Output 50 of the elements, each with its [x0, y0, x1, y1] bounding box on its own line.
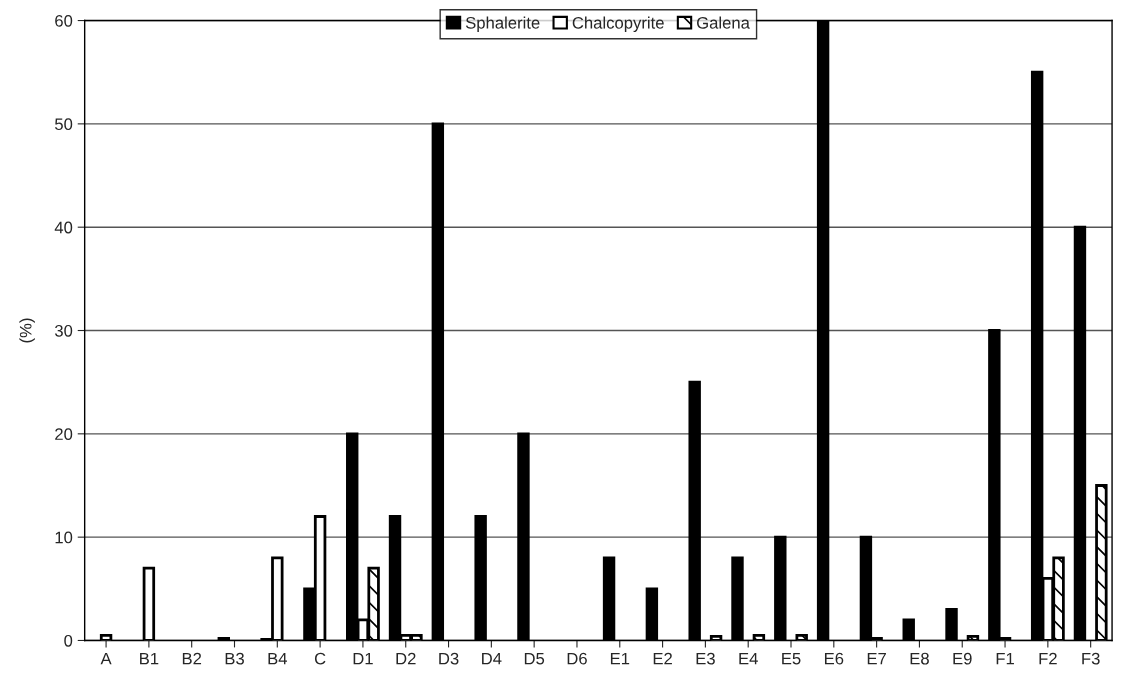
x-tick-label: E2	[653, 652, 672, 665]
bar	[731, 556, 744, 641]
bar	[517, 432, 530, 641]
x-tick-label: D5	[524, 652, 545, 665]
x-tick-label: D6	[567, 652, 587, 665]
x-tick-label: E5	[782, 652, 801, 665]
x-tick-label: D3	[439, 652, 459, 665]
x-tick-label: D2	[396, 652, 416, 665]
bar	[142, 566, 156, 641]
x-tick-label: E9	[953, 652, 972, 665]
y-tick-label: 30	[54, 324, 73, 337]
bar	[688, 380, 701, 641]
x-tick-label: F2	[1039, 652, 1057, 665]
bar	[945, 608, 958, 641]
x-tick-label: F3	[1082, 652, 1100, 665]
x-tick-label: A	[100, 652, 112, 665]
x-tick-label: E3	[696, 652, 715, 665]
x-tick-label: E4	[739, 652, 758, 665]
x-tick-label: D4	[482, 652, 502, 665]
x-tick-label: B2	[182, 652, 202, 665]
x-tick-label: C	[314, 652, 326, 665]
x-tick-label: F1	[996, 652, 1014, 665]
bar	[1073, 225, 1087, 641]
y-tick-label: 50	[55, 118, 73, 131]
bar	[99, 633, 113, 641]
x-tick-label: E7	[867, 652, 886, 665]
legend-label: Sphalerite	[465, 16, 540, 33]
legend-label: Chalcopyrite	[572, 16, 664, 33]
legend-label: Galena	[697, 16, 750, 29]
x-tick-label: E1	[610, 652, 630, 665]
x-tick-label: B4	[268, 652, 288, 665]
x-tick-label: D1	[353, 652, 373, 665]
y-tick-label: 40	[54, 221, 73, 234]
x-tick-label: E8	[910, 652, 929, 665]
x-tick-label: B1	[140, 652, 159, 665]
y-tick-label: 20	[55, 428, 73, 441]
bar	[431, 122, 445, 641]
bar	[816, 20, 830, 641]
y-tick-label: 0	[64, 634, 73, 647]
y-tick-label: 60	[55, 14, 73, 27]
bar	[645, 587, 659, 641]
bar	[474, 515, 487, 641]
bar	[902, 618, 915, 641]
bar	[217, 637, 231, 641]
y-tick-label: 10	[55, 531, 73, 544]
bar	[774, 535, 787, 641]
bar	[602, 556, 616, 641]
x-tick-label: E6	[824, 652, 844, 665]
y-axis-title: (%)	[19, 318, 35, 343]
x-tick-label: B3	[225, 652, 244, 665]
